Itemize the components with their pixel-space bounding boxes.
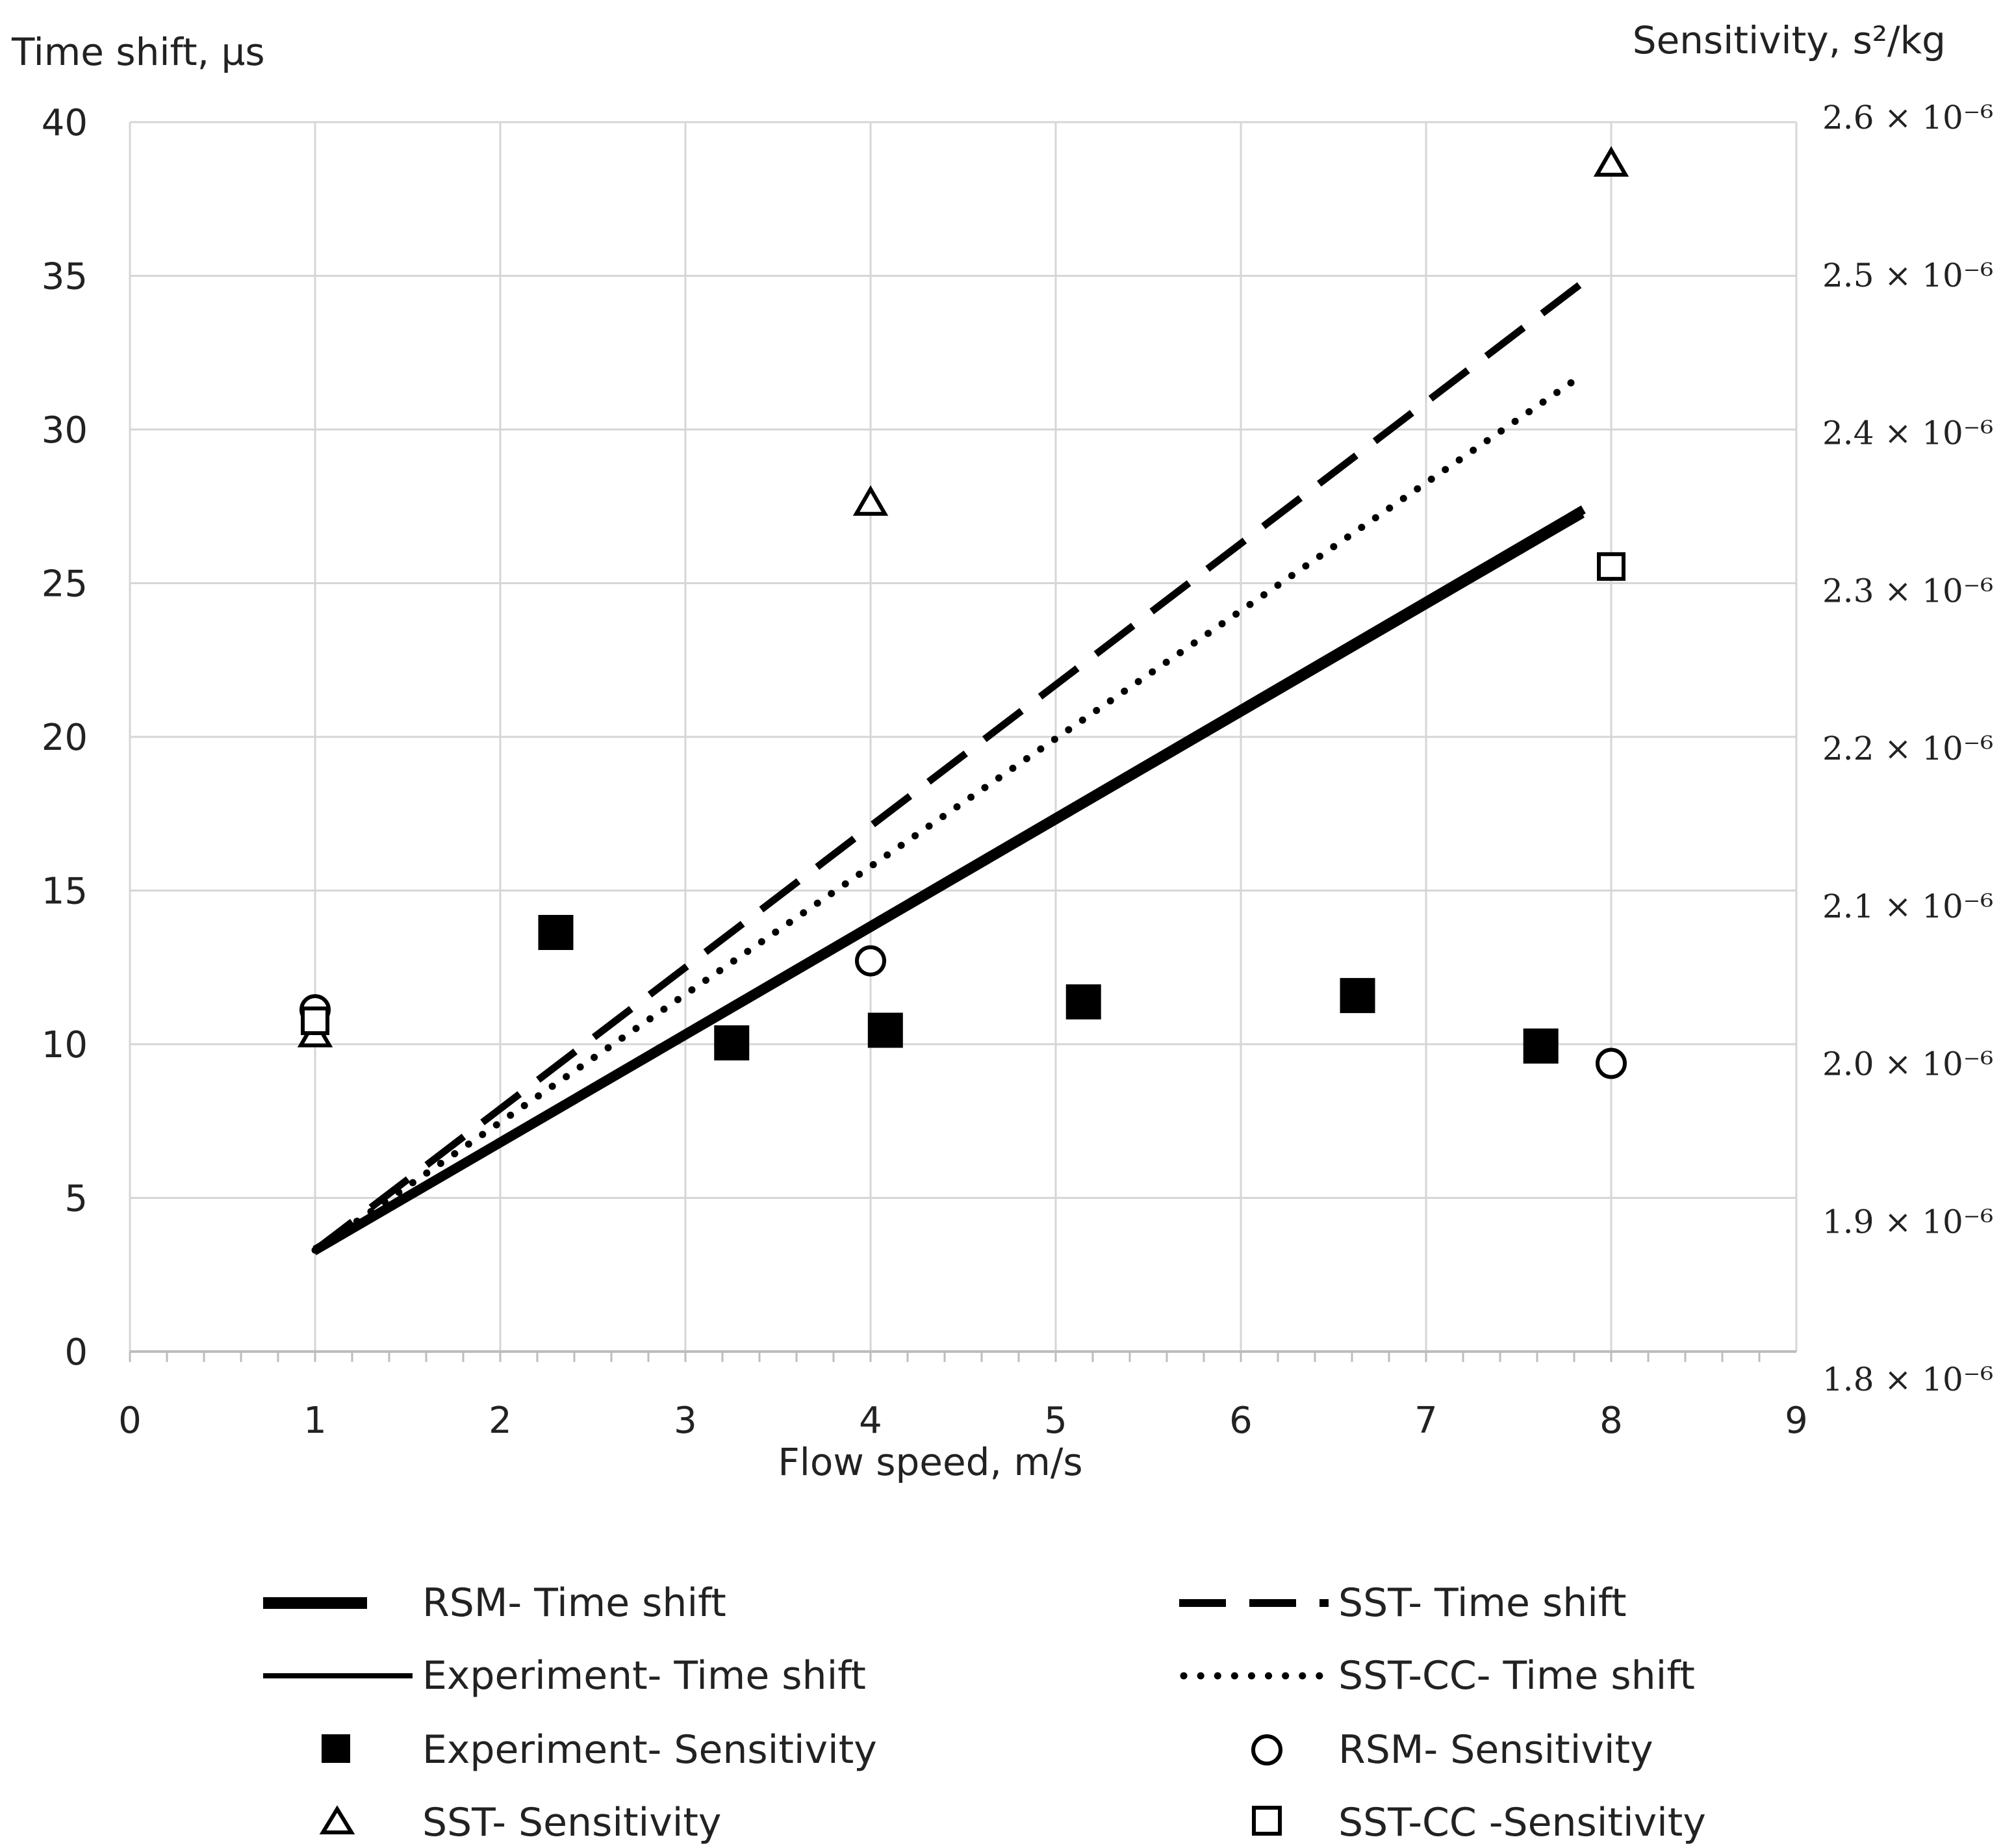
y-right-tick-label: 2.1 × 10⁻⁶ bbox=[1822, 888, 1993, 925]
legend-label-sstcc-sens: SST-CC -Sensitivity bbox=[1338, 1800, 1706, 1845]
y-left-tick-label: 40 bbox=[42, 102, 88, 144]
legend-label-exp-sens: Experiment- Sensitivity bbox=[422, 1727, 877, 1773]
legend-label-exp-time: Experiment- Time shift bbox=[422, 1653, 866, 1699]
y-left-tick-label: 25 bbox=[42, 563, 88, 606]
legend-label-sst-sens: SST- Sensitivity bbox=[422, 1800, 721, 1845]
marker-sstcc-sensitivity bbox=[1597, 552, 1625, 581]
y-left-tick-label: 30 bbox=[42, 409, 88, 452]
marker-experiment-sensitivity bbox=[538, 915, 574, 951]
legend-marker-exp-sens bbox=[322, 1734, 350, 1763]
x-axis-label: Flow speed, m/s bbox=[778, 1440, 1082, 1484]
axes bbox=[129, 1350, 1796, 1362]
x-tick-label: 0 bbox=[118, 1400, 142, 1442]
legend: RSM- Time shift SST- Time shift Experime… bbox=[263, 1580, 1706, 1845]
marker-experiment-sensitivity bbox=[714, 1025, 750, 1060]
x-tick-label: 6 bbox=[1229, 1400, 1253, 1442]
legend-marker-sst-sens bbox=[319, 1805, 355, 1834]
y-right-tick-label: 2.4 × 10⁻⁶ bbox=[1822, 415, 1993, 452]
x-tick-label: 8 bbox=[1600, 1400, 1623, 1442]
y-left-tick-label: 15 bbox=[42, 871, 88, 913]
marker-experiment-sensitivity bbox=[867, 1012, 903, 1048]
left-axis-ticks: 0 5 10 15 20 25 30 35 40 bbox=[42, 102, 88, 1374]
x-tick-label: 1 bbox=[303, 1400, 327, 1442]
x-tick-label: 2 bbox=[489, 1400, 512, 1442]
y-left-tick-label: 35 bbox=[42, 256, 88, 298]
series-line-solid bbox=[314, 513, 1585, 1255]
x-tick-label: 4 bbox=[859, 1400, 882, 1442]
y-right-tick-label: 1.8 × 10⁻⁶ bbox=[1822, 1361, 1993, 1398]
y-right-tick-label: 2.3 × 10⁻⁶ bbox=[1822, 572, 1993, 610]
series-line-thick bbox=[312, 505, 1586, 1254]
y-right-tick-label: 1.9 × 10⁻⁶ bbox=[1822, 1203, 1993, 1240]
x-axis-ticks: 0 1 2 3 4 5 6 7 8 9 bbox=[118, 1400, 1808, 1442]
sensitivity-series bbox=[297, 146, 1629, 1079]
y-right-tick-label: 2.6 × 10⁻⁶ bbox=[1822, 99, 1993, 136]
y-left-tick-label: 0 bbox=[64, 1331, 88, 1374]
y-right-axis-label: Sensitivity, s²/kg bbox=[1633, 18, 1946, 62]
y-left-axis-label: Time shift, µs bbox=[11, 30, 265, 74]
legend-label-sstcc-time: SST-CC- Time shift bbox=[1338, 1653, 1695, 1699]
marker-experiment-sensitivity bbox=[1523, 1028, 1559, 1064]
y-right-tick-label: 2.5 × 10⁻⁶ bbox=[1822, 257, 1993, 294]
y-left-tick-label: 5 bbox=[64, 1178, 88, 1220]
legend-marker-rsm-sens bbox=[1251, 1734, 1282, 1765]
x-tick-label: 7 bbox=[1414, 1400, 1438, 1442]
marker-rsm-sensitivity bbox=[1596, 1047, 1627, 1079]
legend-label-rsm-sens: RSM- Sensitivity bbox=[1338, 1727, 1653, 1773]
marker-sst-sensitivity bbox=[852, 485, 889, 516]
marker-sst-sensitivity bbox=[1593, 146, 1629, 177]
x-tick-label: 5 bbox=[1044, 1400, 1067, 1442]
right-axis-ticks: 1.8 × 10⁻⁶ 1.9 × 10⁻⁶ 2.0 × 10⁻⁶ 2.1 × 10⁻⁶… bbox=[1822, 99, 1993, 1398]
series-line-dotted bbox=[311, 370, 1587, 1254]
legend-marker-sstcc-sens bbox=[1252, 1806, 1282, 1836]
y-right-tick-label: 2.0 × 10⁻⁶ bbox=[1822, 1046, 1993, 1083]
y-left-tick-label: 20 bbox=[42, 717, 88, 759]
legend-label-rsm-time: RSM- Time shift bbox=[422, 1580, 726, 1626]
x-tick-label: 9 bbox=[1785, 1400, 1808, 1442]
legend-label-sst-time: SST- Time shift bbox=[1338, 1580, 1627, 1626]
x-tick-label: 3 bbox=[674, 1400, 697, 1442]
series-line-dashed bbox=[312, 279, 1586, 1253]
marker-experiment-sensitivity bbox=[1340, 978, 1375, 1014]
time-shift-series bbox=[311, 279, 1587, 1255]
marker-experiment-sensitivity bbox=[1065, 984, 1101, 1020]
y-right-tick-label: 2.2 × 10⁻⁶ bbox=[1822, 730, 1993, 767]
marker-sstcc-sensitivity bbox=[301, 1006, 329, 1035]
y-left-tick-label: 10 bbox=[42, 1024, 88, 1066]
marker-rsm-sensitivity bbox=[855, 945, 886, 977]
